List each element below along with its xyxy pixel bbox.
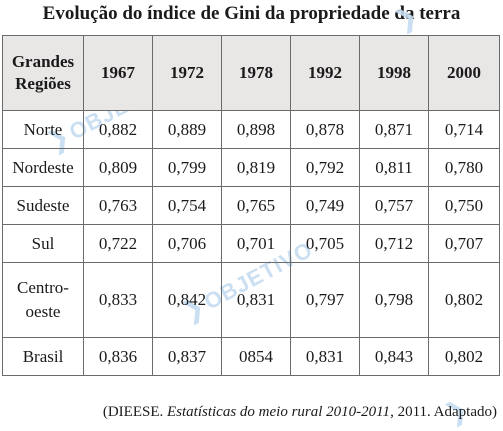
value-cell: 0,701 [221,224,291,263]
value-cell: 0,707 [428,224,500,263]
table-row: Brasil 0,836 0,837 0854 0,831 0,843 0,80… [2,337,500,376]
gini-table: Grandes Regiões 1967 1972 1978 1992 1998… [2,35,500,376]
value-cell: 0,809 [83,148,153,187]
value-cell: 0,882 [83,110,153,149]
value-cell: 0,750 [428,186,500,225]
source-title: Estatísticas do meio rural 2010-2011 [167,404,391,420]
value-cell: 0,722 [83,224,153,263]
header-cell-year: 2000 [428,35,500,111]
region-cell: Nordeste [2,148,84,187]
source-suffix: , 2011. Adaptado) [390,404,497,420]
table-row: Sudeste 0,763 0,754 0,765 0,749 0,757 0,… [2,186,500,225]
value-cell: 0,712 [359,224,429,263]
value-cell: 0,837 [152,337,222,376]
value-cell: 0,757 [359,186,429,225]
table-row: Sul 0,722 0,706 0,701 0,705 0,712 0,707 [2,224,500,263]
header-cell-regions: Grandes Regiões [2,35,84,111]
value-cell: 0,797 [290,262,360,338]
header-cell-year: 1978 [221,35,291,111]
source-prefix: (DIEESE. [102,404,167,420]
header-cell-year: 1967 [83,35,153,111]
value-cell: 0,780 [428,148,500,187]
value-cell: 0,802 [428,262,500,338]
table-row: Centro-oeste 0,833 0,842 0,831 0,797 0,7… [2,262,500,338]
value-cell: 0,749 [290,186,360,225]
table-row: Norte 0,882 0,889 0,898 0,878 0,871 0,71… [2,110,500,149]
value-cell: 0,802 [428,337,500,376]
value-cell: 0,799 [152,148,222,187]
value-cell: 0,831 [290,337,360,376]
value-cell: 0,714 [428,110,500,149]
header-cell-year: 1998 [359,35,429,111]
region-cell: Sudeste [2,186,84,225]
value-cell: 0,889 [152,110,222,149]
value-cell: 0,754 [152,186,222,225]
region-label: Centro-oeste [17,278,69,321]
region-cell: Sul [2,224,84,263]
header-cell-year: 1992 [290,35,360,111]
value-cell: 0,811 [359,148,429,187]
value-cell: 0,792 [290,148,360,187]
region-cell: Centro-oeste [2,262,84,338]
value-cell: 0,763 [83,186,153,225]
value-cell: 0,831 [221,262,291,338]
value-cell: 0,842 [152,262,222,338]
value-cell: 0,871 [359,110,429,149]
source-citation: (DIEESE. Estatísticas do meio rural 2010… [103,403,497,421]
value-cell: 0,843 [359,337,429,376]
table-title: Evolução do índice de Gini da propriedad… [42,3,461,24]
value-cell: 0,798 [359,262,429,338]
table-row: Nordeste 0,809 0,799 0,819 0,792 0,811 0… [2,148,500,187]
value-cell: 0,898 [221,110,291,149]
value-cell: 0,833 [83,262,153,338]
region-cell: Brasil [2,337,84,376]
value-cell: 0,705 [290,224,360,263]
header-cell-year: 1972 [152,35,222,111]
value-cell: 0854 [221,337,291,376]
value-cell: 0,765 [221,186,291,225]
header-row: Grandes Regiões 1967 1972 1978 1992 1998… [2,35,500,111]
value-cell: 0,819 [221,148,291,187]
value-cell: 0,706 [152,224,222,263]
value-cell: 0,878 [290,110,360,149]
value-cell: 0,836 [83,337,153,376]
region-cell: Norte [2,110,84,149]
